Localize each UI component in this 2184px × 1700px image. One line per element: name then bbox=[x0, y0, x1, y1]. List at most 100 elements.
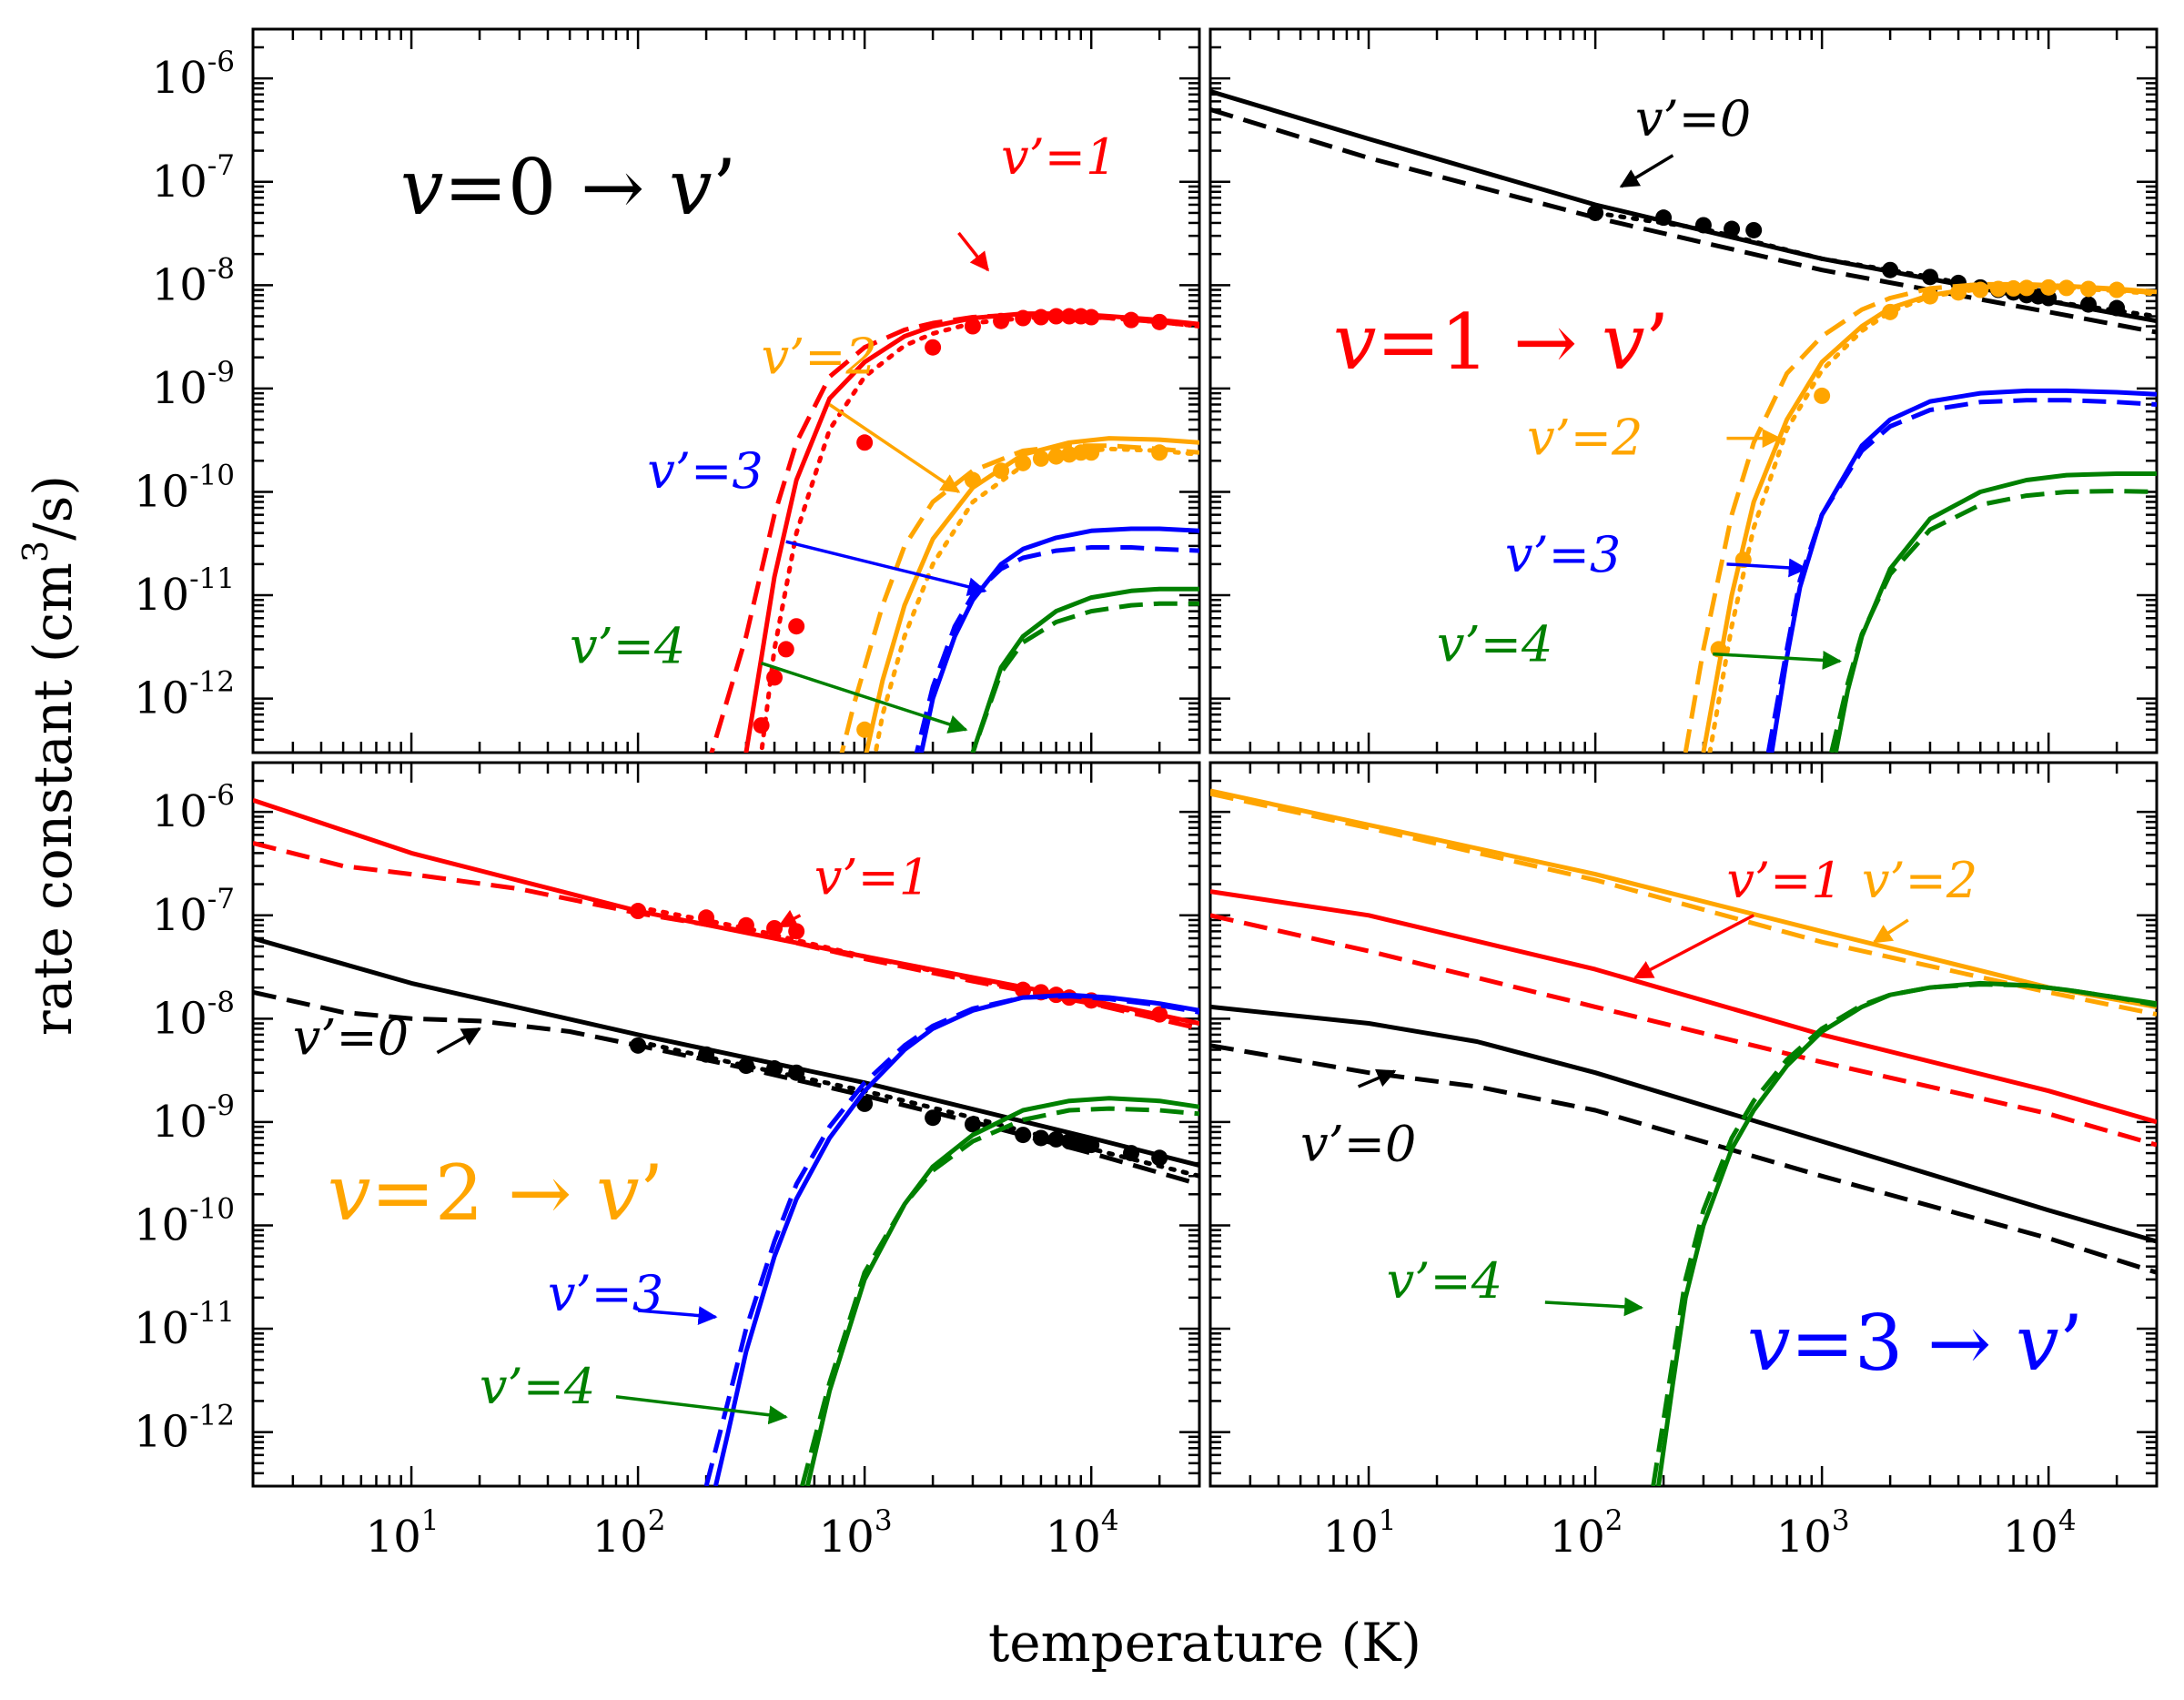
curve-label-vprime-1: v’=1 bbox=[814, 849, 930, 906]
data-point-vprime-2 bbox=[1047, 448, 1065, 465]
annotation-arrow-vprime-4 bbox=[1713, 650, 1842, 670]
data-point-vprime-1 bbox=[964, 318, 981, 335]
y-tick-label: 10-10 bbox=[134, 459, 235, 517]
data-point-vprime-1 bbox=[1047, 308, 1065, 325]
data-point-vprime-1 bbox=[1015, 309, 1032, 327]
x-tick-label: 103 bbox=[1776, 1504, 1850, 1563]
data-point-vprime-2 bbox=[1083, 444, 1100, 461]
data-point-vprime-1 bbox=[1015, 981, 1032, 998]
ticks-top-right bbox=[1208, 27, 2159, 754]
curve-label-vprime-4: v’=4 bbox=[1437, 616, 1552, 673]
curve-label-vprime-3: v’=3 bbox=[647, 442, 763, 500]
data-point-vprime-1 bbox=[1032, 309, 1049, 326]
ticks-bottom-left: 10-12 10-11 10-10 10-9 10-8 10-7 10-6 101 102 103… bbox=[134, 761, 1201, 1563]
panel-bottom-left: 10-12 10-11 10-10 10-9 10-8 10-7 10-6 101 102 103… bbox=[134, 761, 1201, 1563]
y-tick-label: 10-8 bbox=[152, 252, 235, 310]
series-line-vprime-1-dotted bbox=[759, 314, 1199, 753]
data-point-vprime-1 bbox=[1151, 313, 1168, 330]
curve-label-vprime-0: v’=0 bbox=[293, 1009, 409, 1067]
data-point-vprime-0 bbox=[1587, 204, 1604, 221]
data-point-vprime-2 bbox=[2018, 279, 2036, 297]
data-point-vprime-1 bbox=[753, 717, 770, 734]
ticks-bottom-right: 101 102 103 104 bbox=[1208, 761, 2159, 1563]
annotation-arrow-vprime-1 bbox=[777, 909, 802, 928]
series-line-vprime-0-solid bbox=[253, 936, 1199, 1169]
series-line-vprime-2-dashed bbox=[1683, 281, 2157, 753]
data-point-vprime-0 bbox=[630, 1037, 647, 1054]
panel-top-right: v’=0 v’=2 v’=3 v’=4 v=1 → v’ bbox=[1208, 27, 2159, 754]
data-point-vprime-1 bbox=[788, 923, 805, 940]
annotation-arrow-vprime-3 bbox=[785, 540, 987, 596]
y-tick-label: 10-12 bbox=[134, 666, 235, 724]
y-tick-label: 10-6 bbox=[152, 46, 235, 104]
series-line-vprime-2-dotted bbox=[873, 446, 1199, 753]
x-tick-label: 104 bbox=[1046, 1504, 1119, 1563]
data-point-vprime-1 bbox=[1061, 308, 1078, 325]
data-point-vprime-2 bbox=[2080, 280, 2098, 298]
panel-title-bottom-left: v=2 → v’ bbox=[328, 1149, 663, 1238]
annotations-top-right: v’=0 v’=2 v’=3 v’=4 bbox=[1437, 90, 1842, 673]
series-line-vprime-1-dotted bbox=[635, 905, 1199, 1026]
data-point-vprime-1 bbox=[925, 339, 942, 356]
panel-title-bottom-right: v=3 → v’ bbox=[1747, 1299, 2083, 1388]
series-line-vprime-2-dotted bbox=[1707, 284, 2157, 753]
data-point-vprime-0 bbox=[1123, 1145, 1140, 1162]
data-point-vprime-2 bbox=[1151, 444, 1168, 461]
data-point-vprime-1 bbox=[766, 919, 784, 936]
data-point-vprime-1 bbox=[1151, 1006, 1168, 1023]
data-point-vprime-0 bbox=[698, 1046, 715, 1063]
curve-label-vprime-4: v’=4 bbox=[1387, 1252, 1502, 1310]
data-point-vprime-1 bbox=[1083, 309, 1100, 326]
data-point-vprime-0 bbox=[737, 1057, 754, 1075]
data-point-vprime-2 bbox=[1015, 454, 1032, 471]
curve-label-vprime-3: v’=3 bbox=[1505, 526, 1621, 583]
series-line-vprime-4-solid bbox=[804, 1096, 1199, 1486]
annotations-bottom-right: v’=1 v’=2 v’=0 v’=4 bbox=[1300, 852, 1977, 1317]
plot-frame-bottom-left bbox=[251, 761, 1201, 1488]
data-point-vprime-0 bbox=[1724, 220, 1741, 238]
series-line-vprime-4-dashed bbox=[970, 601, 1199, 753]
y-axis-title-exp: 3 bbox=[15, 541, 56, 562]
data-point-vprime-2 bbox=[1814, 387, 1831, 404]
annotation-arrow-vprime-0 bbox=[436, 1027, 481, 1055]
data-point-vprime-1 bbox=[1123, 311, 1140, 329]
data-point-vprime-0 bbox=[1151, 1149, 1168, 1167]
data-point-vprime-1 bbox=[777, 641, 794, 658]
data-point-vprime-1 bbox=[993, 312, 1010, 329]
series-line-vprime-3-solid bbox=[1769, 388, 2157, 753]
series-line-vprime-2-dashed bbox=[1210, 791, 2157, 1017]
data-point-vprime-0 bbox=[1921, 268, 1938, 286]
annotation-arrow-vprime-1 bbox=[1633, 914, 1754, 979]
y-tick-label: 10-12 bbox=[134, 1400, 235, 1458]
series-line-vprime-3-dashed bbox=[703, 994, 1199, 1486]
y-axis-title-main: rate constant (cm bbox=[22, 562, 84, 1036]
data-point-vprime-0 bbox=[2080, 296, 2098, 313]
annotation-arrow-vprime-0 bbox=[1357, 1068, 1397, 1088]
x-tick-label: 102 bbox=[592, 1504, 666, 1563]
x-tick-label: 103 bbox=[819, 1504, 893, 1563]
series-line-vprime-1-dashed bbox=[1210, 913, 2157, 1148]
x-tick-label: 104 bbox=[2003, 1504, 2077, 1563]
series-line-vprime-1-solid bbox=[1210, 889, 2157, 1125]
series-line-vprime-2-solid bbox=[864, 436, 1199, 753]
x-tick-label: 101 bbox=[366, 1504, 440, 1563]
annotations-top-left: v’=1 v’=2 v’=3 v’=4 bbox=[570, 128, 1117, 734]
data-point-vprime-1 bbox=[630, 903, 647, 920]
series-line-vprime-2-dashed bbox=[839, 443, 1199, 753]
y-tick-label: 10-7 bbox=[152, 883, 235, 941]
series-line-vprime-0-dashed bbox=[1210, 1043, 2157, 1275]
y-tick-label: 10-9 bbox=[152, 356, 235, 414]
series-line-vprime-0-dotted bbox=[635, 1039, 1199, 1179]
data-point-vprime-2 bbox=[2058, 279, 2075, 297]
data-point-vprime-2 bbox=[1921, 288, 1938, 305]
series-line-vprime-3-solid bbox=[918, 526, 1199, 753]
annotation-arrow-vprime-2 bbox=[828, 403, 961, 493]
series-line-vprime-4-solid bbox=[1656, 980, 2157, 1486]
panel-title-top-left: v=0 → v’ bbox=[400, 143, 736, 232]
x-tick-label: 101 bbox=[1323, 1504, 1397, 1563]
series-line-vprime-4-solid bbox=[1833, 471, 2157, 753]
y-tick-label: 10-6 bbox=[152, 779, 235, 837]
series-line-vprime-0-solid bbox=[1210, 1004, 2157, 1244]
data-point-vprime-1 bbox=[856, 434, 874, 451]
curve-label-vprime-1: v’=1 bbox=[1726, 852, 1842, 909]
